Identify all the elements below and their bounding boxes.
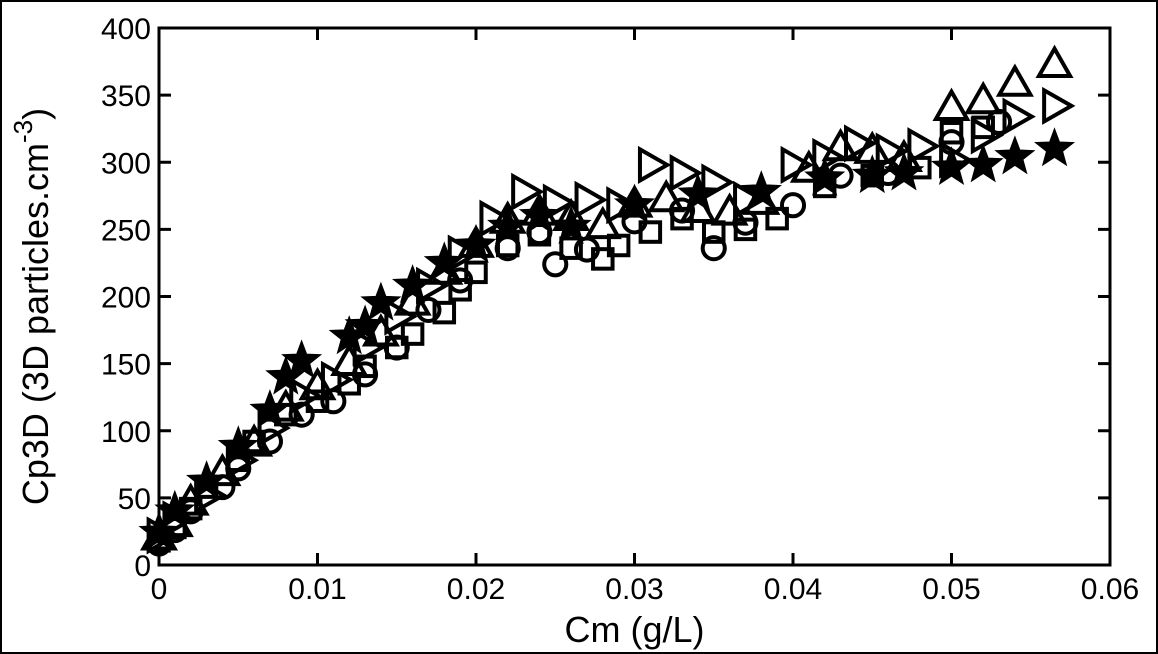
star-point: [360, 281, 402, 321]
y-tick-label: 200: [101, 282, 151, 315]
triangle-right-point: [875, 132, 910, 171]
star-point: [423, 241, 465, 281]
square-point: [432, 300, 457, 325]
plot-frame: [157, 26, 1112, 567]
x-tick-label: 0.03: [605, 573, 663, 606]
triangle-right-point: [780, 145, 814, 184]
triangle-right-point: [812, 137, 846, 176]
triangle-right-point: [289, 376, 323, 415]
triangle-right-point: [320, 360, 355, 399]
triangle-right-point: [701, 163, 735, 202]
triangle-up-point: [203, 452, 242, 487]
star-point: [550, 205, 592, 245]
square-point: [939, 120, 964, 145]
x-tick-label: 0.02: [447, 573, 505, 606]
y-tick-label: 100: [101, 416, 151, 449]
triangle-right-point: [669, 153, 703, 193]
triangle-right-point: [606, 186, 640, 225]
y-axis-label-close: ): [15, 108, 56, 120]
square-point: [400, 322, 425, 346]
star-point: [392, 264, 434, 304]
star-point: [186, 460, 228, 500]
star-point: [487, 205, 529, 245]
star-point: [804, 156, 846, 196]
star-point: [217, 425, 259, 465]
y-axis-label-main: Cp3D (3D particles.cm: [15, 143, 56, 505]
x-tick-label: 0: [151, 573, 168, 606]
circle-point: [447, 267, 474, 294]
triangle-right-point: [844, 124, 878, 163]
triangle-right-point: [384, 297, 418, 336]
triangle-up-point: [171, 482, 210, 516]
square-point: [559, 236, 583, 260]
circle-point: [415, 296, 442, 323]
circle-point: [779, 192, 807, 219]
star-point: [930, 146, 973, 186]
x-tick-label: 0.05: [922, 573, 980, 606]
triangle-up-point: [1035, 44, 1074, 78]
triangle-right-point: [1042, 86, 1076, 125]
star-point: [518, 194, 560, 234]
y-tick-label: 0: [134, 550, 151, 583]
data-marks: [138, 44, 1076, 557]
star-point: [851, 154, 893, 194]
triangle-up-point: [583, 205, 622, 240]
star-point: [281, 339, 323, 379]
triangle-up-point: [710, 192, 749, 226]
star-point: [455, 223, 497, 263]
square-point: [765, 206, 789, 231]
circle-point: [494, 235, 521, 262]
x-axis-label: Cm (g/L): [564, 609, 704, 650]
circle-point: [542, 251, 569, 278]
y-tick-label: 350: [101, 80, 151, 113]
triangle-right-point: [970, 116, 1005, 155]
x-tick-label: 0.04: [764, 573, 822, 606]
triangle-right-point: [511, 172, 545, 211]
y-tick-label: 400: [101, 13, 151, 46]
star-point: [677, 172, 719, 212]
x-tick-label: 0.06: [1081, 573, 1139, 606]
star-point: [249, 389, 291, 429]
circle-point: [700, 235, 727, 262]
triangle-up-point: [995, 63, 1034, 97]
triangle-right-point: [574, 180, 608, 219]
y-tick-label: 300: [101, 147, 151, 180]
circle-point: [383, 334, 410, 361]
triangle-right-point: [733, 180, 767, 219]
triangle-up-point: [647, 178, 686, 213]
triangle-right-point: [1002, 97, 1036, 136]
star-point: [883, 151, 925, 191]
triangle-right-point: [637, 145, 672, 184]
y-tick-label: 250: [101, 214, 151, 247]
triangle-right-point: [447, 234, 482, 273]
star-point: [962, 143, 1004, 183]
y-axis-label: Cp3D (3D particles.cm-3): [8, 108, 56, 505]
star-point: [994, 135, 1036, 175]
triangle-right-point: [479, 199, 513, 238]
y-axis-ticks: 0 50 100 150 200 250 300 350 400: [101, 13, 1110, 583]
y-tick-label: 150: [101, 349, 151, 382]
star-point: [740, 170, 782, 210]
triangle-up-point: [964, 80, 1003, 115]
star-point: [1034, 127, 1076, 167]
y-axis-label-superscript: -3: [8, 120, 38, 143]
star-point: [344, 304, 386, 344]
x-tick-label: 0.01: [288, 573, 346, 606]
star-point: [613, 183, 656, 223]
triangle-up-point: [789, 149, 828, 183]
triangle-right-point: [907, 127, 941, 166]
x-axis-ticks: 0 0.01 0.02 0.03 0.04 0.05 0.06: [151, 28, 1139, 606]
y-tick-label: 50: [118, 483, 151, 516]
triangle-up-point: [932, 87, 971, 121]
